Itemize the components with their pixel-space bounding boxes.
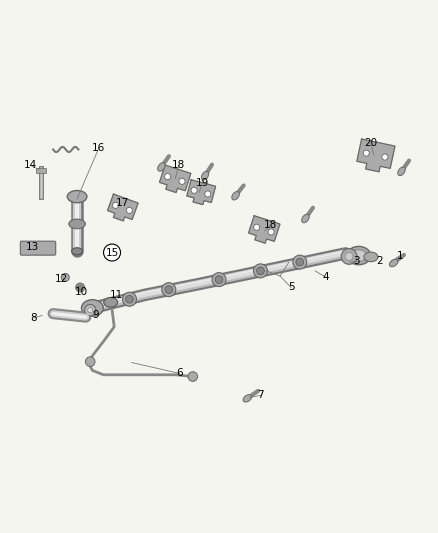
Bar: [35, 168, 46, 173]
Circle shape: [85, 304, 96, 316]
Ellipse shape: [69, 219, 85, 229]
Circle shape: [257, 267, 264, 274]
Text: 19: 19: [196, 177, 209, 188]
Circle shape: [215, 276, 223, 284]
Circle shape: [341, 248, 357, 264]
Ellipse shape: [201, 171, 208, 180]
Text: 7: 7: [257, 390, 264, 400]
Ellipse shape: [81, 300, 103, 316]
Text: 9: 9: [92, 310, 99, 320]
Polygon shape: [357, 139, 395, 172]
Text: 13: 13: [25, 242, 39, 252]
Circle shape: [382, 154, 388, 160]
Ellipse shape: [364, 252, 378, 262]
Text: 1: 1: [397, 251, 403, 261]
Circle shape: [268, 229, 274, 235]
Circle shape: [345, 253, 353, 261]
Polygon shape: [248, 216, 280, 243]
Circle shape: [126, 207, 132, 213]
Circle shape: [76, 283, 85, 292]
Text: 11: 11: [110, 290, 123, 300]
Ellipse shape: [72, 248, 82, 255]
Circle shape: [254, 264, 268, 278]
Text: 3: 3: [353, 256, 360, 266]
Polygon shape: [187, 180, 215, 205]
Ellipse shape: [347, 246, 371, 265]
Circle shape: [254, 224, 260, 230]
Circle shape: [212, 272, 226, 287]
Circle shape: [165, 174, 171, 180]
Circle shape: [293, 255, 307, 269]
Text: 6: 6: [177, 368, 183, 378]
Circle shape: [64, 276, 67, 279]
Text: 4: 4: [323, 272, 329, 282]
Ellipse shape: [243, 394, 252, 402]
Circle shape: [188, 372, 198, 381]
Circle shape: [205, 191, 211, 197]
Circle shape: [179, 178, 185, 184]
Circle shape: [78, 285, 82, 290]
Circle shape: [162, 282, 176, 297]
Ellipse shape: [158, 163, 165, 171]
Text: 20: 20: [364, 139, 378, 148]
Circle shape: [113, 203, 119, 208]
Text: 15: 15: [106, 247, 119, 257]
Ellipse shape: [67, 190, 87, 203]
Ellipse shape: [302, 214, 309, 223]
Text: 18: 18: [264, 220, 277, 230]
Text: 2: 2: [376, 256, 383, 266]
Text: 17: 17: [116, 198, 129, 208]
Text: 5: 5: [288, 282, 294, 293]
Ellipse shape: [104, 297, 118, 307]
Text: 12: 12: [54, 274, 67, 284]
Text: 16: 16: [92, 143, 106, 153]
Polygon shape: [159, 165, 191, 192]
Circle shape: [363, 150, 369, 156]
Text: 18: 18: [172, 160, 185, 170]
Text: 14: 14: [24, 160, 37, 170]
Ellipse shape: [351, 249, 367, 262]
Text: 8: 8: [30, 313, 37, 323]
Circle shape: [126, 295, 133, 303]
Ellipse shape: [232, 191, 240, 200]
Circle shape: [61, 273, 69, 281]
Text: 10: 10: [75, 287, 88, 297]
Ellipse shape: [389, 259, 398, 267]
Circle shape: [191, 187, 197, 193]
FancyBboxPatch shape: [20, 241, 56, 255]
Circle shape: [296, 259, 304, 266]
Circle shape: [85, 357, 95, 367]
Circle shape: [123, 292, 137, 306]
Circle shape: [88, 308, 93, 313]
Ellipse shape: [398, 167, 405, 176]
Polygon shape: [107, 194, 138, 221]
Circle shape: [165, 286, 173, 294]
